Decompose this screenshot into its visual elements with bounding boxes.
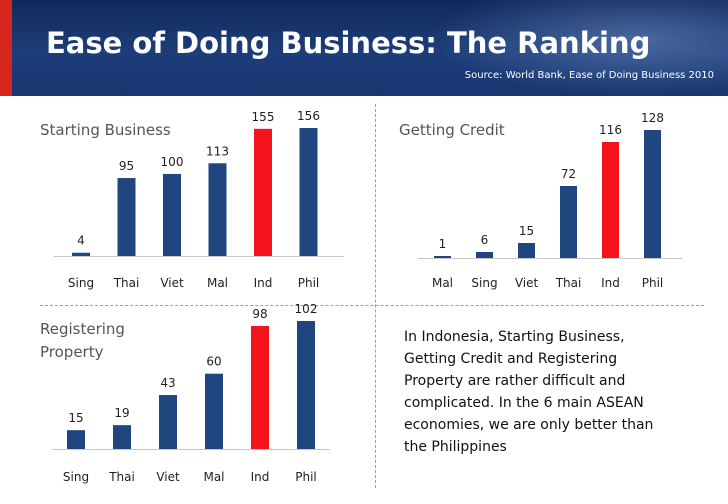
data-label-sing: 15 xyxy=(68,411,83,425)
bar-viet xyxy=(163,173,181,256)
bar-viet xyxy=(518,243,535,258)
chart-title-starting-business: Starting Business xyxy=(40,119,171,142)
chart-title-line: Getting Credit xyxy=(399,121,505,139)
bar-ind xyxy=(254,128,272,256)
data-label-mal: 113 xyxy=(206,144,229,158)
bar-ind xyxy=(251,326,269,449)
bar-phil xyxy=(297,321,315,449)
commentary-line: In Indonesia, Starting Business, xyxy=(404,329,625,345)
data-label-phil: 102 xyxy=(295,302,318,316)
data-label-mal: 60 xyxy=(206,355,221,369)
commentary-line: Getting Credit and Registering xyxy=(404,351,618,367)
tick-label-phil: Phil xyxy=(642,276,664,290)
chart-title-line: Registering xyxy=(40,320,125,338)
bar-viet xyxy=(159,395,177,449)
data-label-thai: 72 xyxy=(561,167,576,181)
bar-ind xyxy=(602,142,619,258)
bar-sing xyxy=(476,252,493,258)
tick-label-thai: Thai xyxy=(555,276,582,290)
chart-title-line: Starting Business xyxy=(40,121,171,139)
tick-label-thai: Thai xyxy=(108,470,135,484)
data-label-ind: 116 xyxy=(599,123,622,137)
commentary-line: Property are rather difficult and xyxy=(404,373,626,389)
tick-label-sing: Sing xyxy=(471,276,497,290)
data-label-thai: 19 xyxy=(114,406,129,420)
chart-title-line: Property xyxy=(40,343,104,361)
bar-mal xyxy=(205,373,223,449)
bar-mal xyxy=(208,163,227,256)
data-label-phil: 128 xyxy=(641,111,664,125)
bar-sing xyxy=(67,430,85,449)
tick-label-mal: Mal xyxy=(207,276,228,290)
commentary-text: In Indonesia, Starting Business, Getting… xyxy=(404,326,704,458)
tick-label-mal: Mal xyxy=(203,470,224,484)
header-banner: Ease of Doing Business: The Ranking Sour… xyxy=(0,0,728,96)
data-label-viet: 100 xyxy=(161,155,184,169)
data-label-mal: 1 xyxy=(439,237,447,251)
bar-chart-3: 15 Sing 19 Thai 43 Viet 60 Mal 98 Ind 102 Phil xyxy=(52,302,330,484)
data-label-phil: 156 xyxy=(297,109,320,123)
commentary-line: complicated. In the 6 main ASEAN xyxy=(404,395,644,411)
bar-phil xyxy=(299,128,318,256)
bar-chart-1: 4 Sing 95 Thai 100 Viet 113 Mal 155 Ind 156 Phil xyxy=(54,109,344,290)
tick-label-ind: Ind xyxy=(251,470,270,484)
tick-label-phil: Phil xyxy=(295,470,317,484)
tick-label-sing: Sing xyxy=(68,276,94,290)
tick-label-ind: Ind xyxy=(601,276,620,290)
source-note: Source: World Bank, Ease of Doing Busine… xyxy=(464,70,714,81)
data-label-viet: 43 xyxy=(160,376,175,390)
bar-phil xyxy=(644,130,661,258)
data-label-viet: 15 xyxy=(519,224,534,238)
data-label-ind: 155 xyxy=(252,110,275,124)
page-title: Ease of Doing Business: The Ranking xyxy=(46,26,651,60)
commentary-line: the Philippines xyxy=(404,439,507,455)
tick-label-ind: Ind xyxy=(254,276,273,290)
bar-mal xyxy=(434,256,451,258)
data-label-sing: 4 xyxy=(77,234,85,248)
bar-sing xyxy=(72,252,90,256)
data-label-ind: 98 xyxy=(252,307,267,321)
commentary-line: economies, we are only better than xyxy=(404,417,654,433)
tick-label-mal: Mal xyxy=(432,276,453,290)
tick-label-viet: Viet xyxy=(156,470,180,484)
bar-chart-2: 1 Mal 6 Sing 15 Viet 72 Thai 116 Ind 128 Phil xyxy=(418,111,682,290)
bar-thai xyxy=(113,425,131,449)
vertical-divider xyxy=(375,104,376,488)
bar-thai xyxy=(117,178,136,256)
tick-label-viet: Viet xyxy=(515,276,539,290)
tick-label-thai: Thai xyxy=(113,276,140,290)
header-accent-bar xyxy=(0,0,12,96)
bar-thai xyxy=(560,186,577,258)
tick-label-phil: Phil xyxy=(298,276,320,290)
tick-label-sing: Sing xyxy=(63,470,89,484)
data-label-thai: 95 xyxy=(119,159,134,173)
horizontal-divider xyxy=(40,305,704,306)
data-label-sing: 6 xyxy=(481,233,489,247)
tick-label-viet: Viet xyxy=(160,276,184,290)
header-glow xyxy=(428,0,728,96)
chart-title-registering-property: Registering Property xyxy=(40,318,125,364)
chart-title-getting-credit: Getting Credit xyxy=(399,119,505,142)
